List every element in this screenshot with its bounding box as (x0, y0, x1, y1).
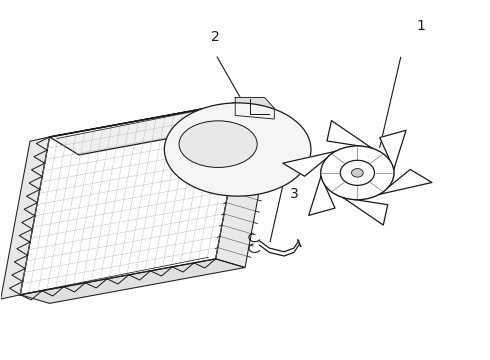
Polygon shape (380, 130, 406, 170)
Circle shape (321, 146, 394, 200)
Circle shape (340, 160, 374, 185)
Polygon shape (216, 101, 274, 267)
Text: 2: 2 (211, 30, 220, 44)
Polygon shape (49, 101, 274, 155)
Ellipse shape (179, 121, 257, 167)
Polygon shape (0, 137, 49, 299)
Polygon shape (20, 259, 245, 303)
Polygon shape (327, 121, 372, 148)
Circle shape (351, 168, 363, 177)
Ellipse shape (164, 103, 311, 196)
Polygon shape (379, 170, 432, 194)
Polygon shape (283, 151, 335, 176)
Text: 3: 3 (290, 187, 298, 201)
Polygon shape (20, 101, 245, 295)
Polygon shape (309, 176, 335, 215)
Text: 1: 1 (416, 19, 425, 33)
Polygon shape (343, 198, 388, 225)
Polygon shape (235, 98, 274, 119)
